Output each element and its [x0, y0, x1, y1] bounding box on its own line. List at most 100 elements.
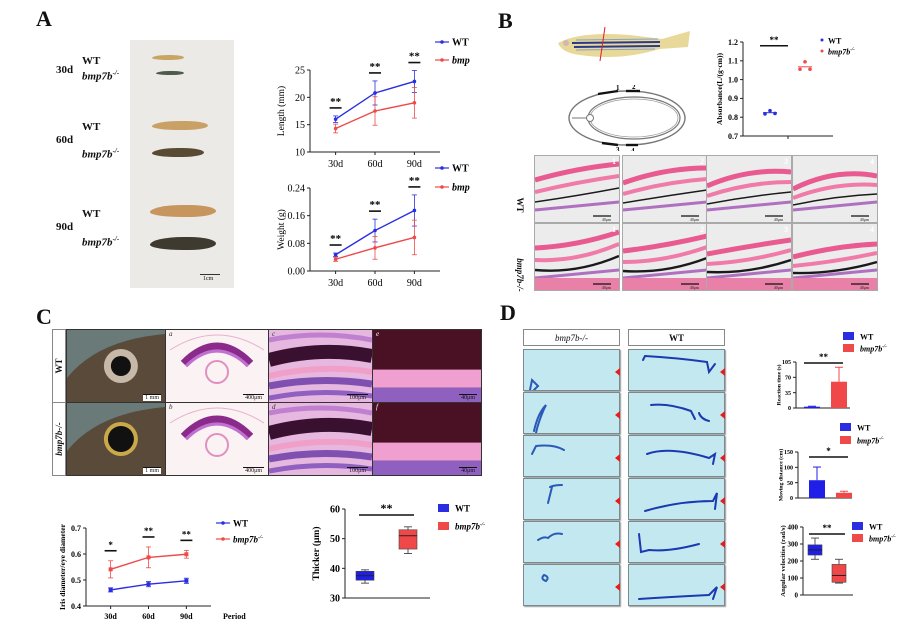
y-tick-label: 0.24 — [288, 184, 306, 195]
y-tick-label: 1.2 — [728, 38, 738, 47]
histology-tile-wt-3: 3 40μm — [706, 155, 792, 223]
panel-letter-d: D — [500, 300, 516, 325]
y-tick-label: 105 — [782, 360, 791, 366]
legend-swatch-1 — [852, 534, 863, 542]
stimulus-marker-icon — [615, 582, 620, 591]
d-header-wt: WT — [628, 329, 725, 346]
x-tick-label: 90d — [407, 278, 422, 289]
y-tick-label: 100 — [788, 574, 799, 582]
legend-marker-0 — [221, 521, 225, 525]
data-point — [333, 126, 338, 131]
significance-label: ** — [770, 35, 780, 45]
swim-tank-wt-6 — [628, 564, 725, 606]
subpanel-letter: f — [376, 403, 378, 411]
swim-tank-wt-3 — [628, 435, 725, 477]
legend-label-1: bmp7b-/- — [233, 535, 263, 545]
tile-number: 1 — [612, 157, 616, 166]
stimulus-marker-icon — [615, 453, 620, 462]
data-point — [373, 109, 377, 113]
data-point — [773, 111, 777, 116]
eye-image-wt-2: a 400μm — [165, 329, 269, 403]
y-tick-label: 1.0 — [728, 75, 738, 84]
scale-bar-label: 400μm — [243, 467, 264, 474]
y-tick-label: 0.7 — [728, 132, 738, 141]
mut-30d-label: bmp7b-/- — [82, 69, 120, 83]
eye-image-wt-4: e 40μm — [372, 329, 482, 403]
legend-swatch-0 — [438, 504, 449, 512]
data-point — [108, 587, 113, 592]
fish-wt-30d — [152, 55, 184, 60]
swim-tank-wt-1 — [628, 349, 725, 391]
bar-wt — [809, 480, 825, 498]
legend-marker-0 — [440, 166, 444, 170]
legend-marker-1 — [440, 185, 444, 189]
legend-label-0: WT — [869, 523, 883, 532]
y-tick-label: 100 — [784, 465, 793, 471]
y-axis-label: Absorbance(L/(g·cm)) — [715, 52, 724, 125]
histology-tile-mutant-2: 2 40μm — [622, 223, 708, 291]
stimulus-marker-icon — [720, 496, 725, 505]
y-tick-label: 15 — [295, 120, 305, 131]
legend-label-1: bmp7b-/- — [452, 56, 470, 67]
legend-label-0: WT — [452, 38, 469, 49]
y-tick-label: 30 — [330, 594, 340, 605]
swim-tank-mutant-6 — [523, 564, 620, 606]
stimulus-marker-icon — [720, 410, 725, 419]
legend-label-0: WT — [857, 424, 871, 433]
legend-label-1: bmp7b-/- — [828, 48, 855, 57]
scale-bar-label: 40μm — [859, 285, 869, 290]
panel-letter-a: A — [36, 6, 52, 31]
bar-mutant — [836, 492, 852, 498]
subpanel-letter: b — [169, 403, 173, 411]
legend-swatch-0 — [852, 522, 863, 530]
box-mutant — [831, 564, 847, 583]
histology-mut-row-label: bmp7b-/- — [515, 258, 525, 292]
data-point — [333, 252, 338, 257]
c-row-label-mut: bmp7b-/- — [52, 402, 66, 476]
swim-tank-wt-4 — [628, 478, 725, 520]
y-axis-label: Thicker (μm) — [311, 526, 322, 580]
legend-swatch-0 — [840, 423, 851, 431]
fish-wt-90d — [150, 205, 216, 217]
y-axis-label: Angular velocities (rad/s) — [780, 525, 787, 596]
x-tick-label: 30d — [328, 159, 343, 170]
y-tick-label: 35 — [785, 391, 791, 397]
y-tick-label: 0.16 — [288, 211, 306, 222]
fish-stripes-light — [575, 38, 659, 51]
panel-letter-b: B — [498, 8, 513, 33]
y-axis-label: Length (mm) — [276, 86, 287, 136]
y-tick-label: 0.4 — [71, 602, 81, 611]
data-point — [808, 67, 812, 72]
histology-tile-mutant-1: 1 40μm — [534, 223, 620, 291]
scale-bar-label: 40μm — [859, 217, 869, 222]
scale-bar-label: 1 mm — [143, 394, 161, 401]
fish-photo: 1cm — [130, 40, 234, 288]
y-tick-label: 0.7 — [71, 524, 81, 533]
swim-tank-mutant-3 — [523, 435, 620, 477]
y-axis-label: Reaction time (s) — [775, 364, 782, 405]
data-point — [763, 112, 767, 116]
diagram-label-1: 1 — [616, 85, 620, 92]
data-point — [333, 257, 338, 262]
histology-tile-wt-4: 4 40μm — [792, 155, 878, 223]
x-axis-label: Period — [223, 612, 246, 620]
x-tick-label: 60d — [368, 278, 383, 289]
data-point — [412, 101, 417, 105]
y-tick-label: 0.8 — [728, 113, 738, 122]
y-tick-label: 50 — [787, 481, 793, 487]
legend-label-1: bmp7b-/- — [869, 535, 896, 544]
panel-letter-c: C — [36, 304, 52, 329]
y-tick-label: 25 — [295, 66, 305, 77]
thickness-chart: 30 40 50 60 Thicker (μm) ** WT bmp7b-/- — [311, 501, 485, 605]
section-diagram: 1 2 3 4 — [568, 85, 686, 151]
scale-bar-label: 40μm — [601, 285, 611, 290]
fish-mut-90d — [150, 237, 216, 250]
stimulus-marker-icon — [720, 367, 725, 376]
y-tick-label: 0.5 — [71, 576, 81, 585]
diagram-label-2: 2 — [632, 85, 636, 91]
bar-mutant — [831, 381, 847, 408]
y-axis-label: Iris diameter/eye diameter — [58, 523, 67, 610]
legend-marker-1 — [221, 537, 225, 541]
tile-number: 3 — [784, 157, 788, 166]
eye-image-wt-1: 1 mm — [66, 329, 166, 403]
